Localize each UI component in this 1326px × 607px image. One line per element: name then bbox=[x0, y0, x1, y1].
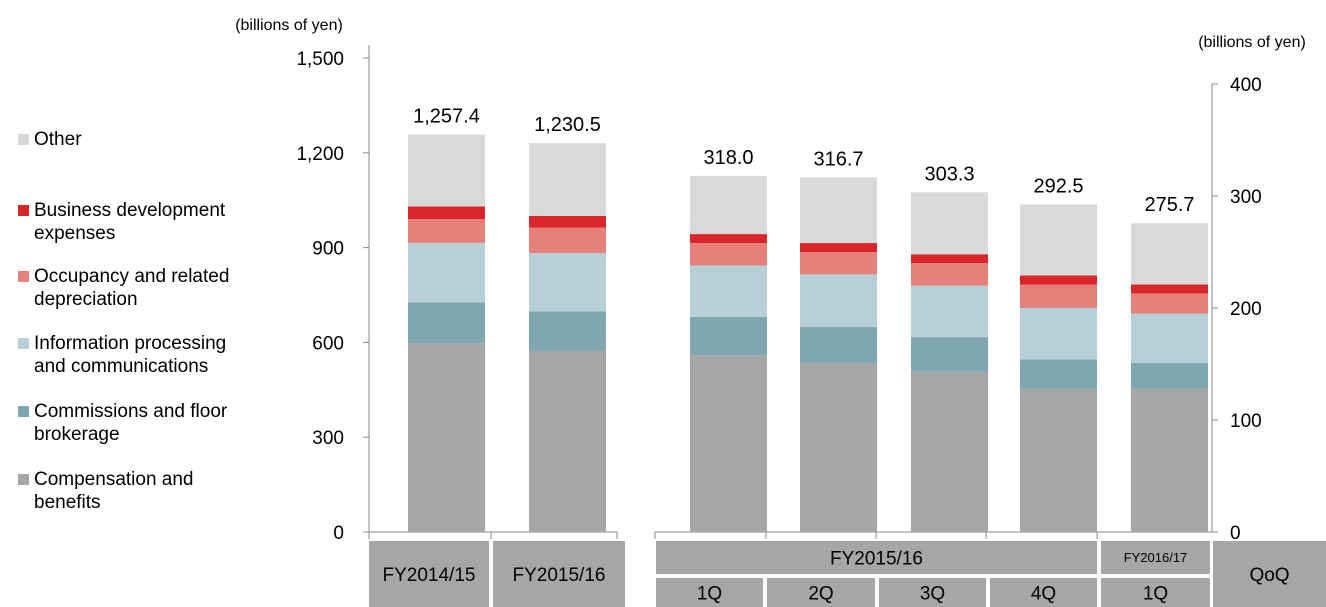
bar-segment-commissions-and-floor-brokerage bbox=[690, 316, 767, 356]
bar-segment-compensation-and-benefits bbox=[800, 362, 877, 532]
bar-segment-business-development-expenses bbox=[1131, 284, 1208, 294]
x-category-quarter-0: 1Q bbox=[697, 583, 722, 604]
bar-segment-compensation-and-benefits bbox=[1131, 388, 1208, 532]
x-axis-category-table: FY2014/15 FY2015/16 FY2015/16 FY2016/17 1Q 2Q… bbox=[369, 541, 1326, 607]
legend-swatch bbox=[18, 406, 29, 417]
x-group-fy2016-17: FY2016/17 bbox=[1124, 550, 1188, 565]
bar-segment-compensation-and-benefits bbox=[1020, 388, 1097, 532]
bar-total-label: 303.3 bbox=[924, 163, 974, 185]
bar-segment-information-processing-and-communications bbox=[800, 274, 877, 328]
bar-segment-commissions-and-floor-brokerage bbox=[1131, 362, 1208, 389]
x-category-quarter-4-cell bbox=[1101, 578, 1210, 607]
legend-swatch bbox=[18, 338, 29, 349]
x-category-quarter-3-cell bbox=[990, 578, 1097, 607]
bar-segment-occupancy-and-related-depreciation bbox=[408, 219, 485, 243]
bar-total-label: 1,257.4 bbox=[413, 106, 480, 128]
x-category-annual-1-cell bbox=[493, 541, 625, 607]
x-category-quarter-2: 3Q bbox=[920, 583, 945, 604]
bar-segment-compensation-and-benefits bbox=[911, 371, 988, 532]
bar-segment-occupancy-and-related-depreciation bbox=[1131, 293, 1208, 314]
bar-segment-occupancy-and-related-depreciation bbox=[800, 252, 877, 275]
x-category-quarter-1-cell bbox=[767, 578, 875, 607]
left-axis-unit-label: (billions of yen) bbox=[235, 17, 343, 34]
right-y-tick-label: 400 bbox=[1230, 75, 1262, 96]
bar-segment-commissions-and-floor-brokerage bbox=[529, 311, 606, 351]
x-group-fy2015-16-cell bbox=[656, 541, 1097, 574]
bar-segment-occupancy-and-related-depreciation bbox=[690, 243, 767, 266]
bar-segment-compensation-and-benefits bbox=[408, 343, 485, 532]
bar-total-label: 292.5 bbox=[1033, 175, 1083, 197]
left-y-tick-label: 1,200 bbox=[296, 144, 344, 165]
bar-segment-commissions-and-floor-brokerage bbox=[911, 337, 988, 372]
bar-segment-business-development-expenses bbox=[911, 254, 988, 264]
legend-label: Commissions and floor brokerage bbox=[34, 401, 228, 445]
right-y-tick-label: 200 bbox=[1230, 299, 1262, 320]
bar-segment-other bbox=[800, 177, 877, 244]
bar-segment-information-processing-and-communications bbox=[408, 242, 485, 303]
bar-segment-other bbox=[1020, 204, 1097, 276]
x-category-qoq-cell bbox=[1213, 541, 1326, 607]
legend-swatch bbox=[18, 134, 29, 145]
bar-segment-information-processing-and-communications bbox=[1020, 308, 1097, 360]
x-group-fy2015-16: FY2015/16 bbox=[830, 548, 923, 569]
bar-segment-business-development-expenses bbox=[408, 206, 485, 220]
x-group-fy2016-17-cell bbox=[1101, 541, 1210, 574]
x-category-quarter-3: 4Q bbox=[1031, 583, 1056, 604]
labels: 1,257.4 1,230.5 318.0 316.7 303.3 292.5 275.7 bbox=[413, 106, 1194, 217]
legend-label: Information processing and communication… bbox=[34, 333, 227, 377]
right-y-tick-label: 300 bbox=[1230, 187, 1262, 208]
left-y-tick-label: 0 bbox=[333, 523, 344, 544]
bar-total-label: 275.7 bbox=[1144, 194, 1194, 216]
legend-label: Compensation and benefits bbox=[34, 469, 194, 513]
bar-segment-business-development-expenses bbox=[529, 216, 606, 228]
bar-segment-business-development-expenses bbox=[1020, 275, 1097, 285]
bars bbox=[408, 134, 1208, 532]
x-category-quarter-0-cell bbox=[656, 578, 763, 607]
left-y-tick-label: 900 bbox=[312, 239, 344, 260]
bar-segment-commissions-and-floor-brokerage bbox=[408, 302, 485, 344]
x-category-quarter-2-cell bbox=[879, 578, 986, 607]
bar-segment-other bbox=[911, 192, 988, 255]
x-category-quarter-1: 2Q bbox=[808, 583, 833, 604]
legend-label: Other bbox=[34, 129, 82, 150]
x-category-quarter-4: 1Q bbox=[1143, 583, 1168, 604]
bar-segment-commissions-and-floor-brokerage bbox=[800, 327, 877, 363]
left-y-tick-label: 1,500 bbox=[296, 49, 344, 70]
left-y-tick-label: 600 bbox=[312, 333, 344, 354]
bar-segment-occupancy-and-related-depreciation bbox=[911, 263, 988, 286]
x-category-annual-0-cell bbox=[369, 541, 489, 607]
bar-segment-information-processing-and-communications bbox=[690, 265, 767, 317]
right-axis-unit-label: (billions of yen) bbox=[1198, 34, 1306, 51]
bar-segment-other bbox=[1131, 223, 1208, 285]
bar-total-label: 318.0 bbox=[703, 147, 753, 169]
left-y-tick-label: 300 bbox=[312, 428, 344, 449]
bar-segment-information-processing-and-communications bbox=[1131, 313, 1208, 363]
x-category-annual-1: FY2015/16 bbox=[513, 565, 606, 586]
bar-segment-business-development-expenses bbox=[690, 234, 767, 244]
right-y-tick-label: 0 bbox=[1230, 523, 1241, 544]
legend-label: Business development expenses bbox=[34, 200, 226, 244]
legend-label: Occupancy and related depreciation bbox=[34, 266, 230, 310]
bar-segment-occupancy-and-related-depreciation bbox=[529, 227, 606, 253]
bar-segment-other bbox=[529, 143, 606, 216]
bar-segment-compensation-and-benefits bbox=[690, 355, 767, 532]
x-category-annual-0: FY2014/15 bbox=[383, 565, 476, 586]
bar-segment-compensation-and-benefits bbox=[529, 350, 606, 532]
bar-total-label: 1,230.5 bbox=[534, 114, 601, 136]
bar-segment-other bbox=[408, 134, 485, 207]
legend-swatch bbox=[18, 474, 29, 485]
x-category-qoq: QoQ bbox=[1249, 565, 1289, 586]
legend-swatch bbox=[18, 271, 29, 282]
bar-segment-business-development-expenses bbox=[800, 243, 877, 252]
bar-segment-commissions-and-floor-brokerage bbox=[1020, 359, 1097, 389]
bar-segment-other bbox=[690, 175, 767, 235]
bar-segment-information-processing-and-communications bbox=[911, 285, 988, 338]
bar-total-label: 316.7 bbox=[813, 148, 863, 170]
right-y-tick-label: 100 bbox=[1230, 411, 1262, 432]
bar-segment-occupancy-and-related-depreciation bbox=[1020, 284, 1097, 308]
legend-swatch bbox=[18, 205, 29, 216]
bar-segment-information-processing-and-communications bbox=[529, 252, 606, 312]
